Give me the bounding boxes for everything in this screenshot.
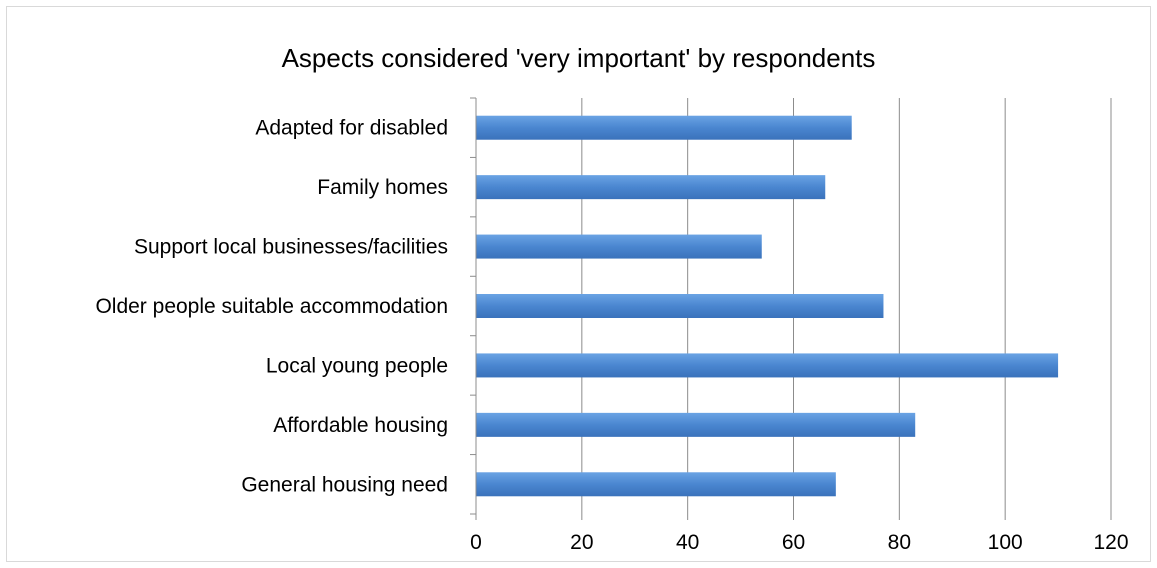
- axes: [470, 97, 1112, 520]
- bars: [476, 115, 1059, 497]
- category-label: Adapted for disabled: [255, 117, 448, 140]
- chart-title: Aspects considered 'very important' by r…: [281, 43, 876, 73]
- category-label: Family homes: [317, 176, 448, 199]
- x-tick-label: 0: [470, 531, 482, 554]
- category-label: Older people suitable accommodation: [95, 295, 448, 318]
- bar: [476, 175, 826, 200]
- x-tick-label: 40: [676, 531, 699, 554]
- bar: [476, 115, 852, 140]
- x-tick-label: 100: [988, 531, 1023, 554]
- category-label: Support local businesses/facilities: [134, 236, 448, 259]
- bar: [476, 234, 762, 259]
- bar: [476, 294, 884, 318]
- bar: [476, 412, 916, 437]
- x-tick-label: 120: [1093, 531, 1128, 554]
- x-tick-labels: 0 20 40 60 80 100 120: [470, 531, 1128, 554]
- x-tick-label: 20: [570, 531, 593, 554]
- x-tick-label: 60: [782, 531, 805, 554]
- category-label: Local young people: [266, 354, 448, 377]
- category-labels: Adapted for disabled Family homes Support …: [95, 117, 448, 497]
- bar: [476, 353, 1059, 378]
- category-label: General housing need: [241, 473, 448, 496]
- bar: [476, 472, 836, 497]
- category-label: Affordable housing: [273, 414, 448, 437]
- x-tick-label: 80: [888, 531, 911, 554]
- chart-frame: Aspects considered 'very important' by r…: [6, 6, 1151, 562]
